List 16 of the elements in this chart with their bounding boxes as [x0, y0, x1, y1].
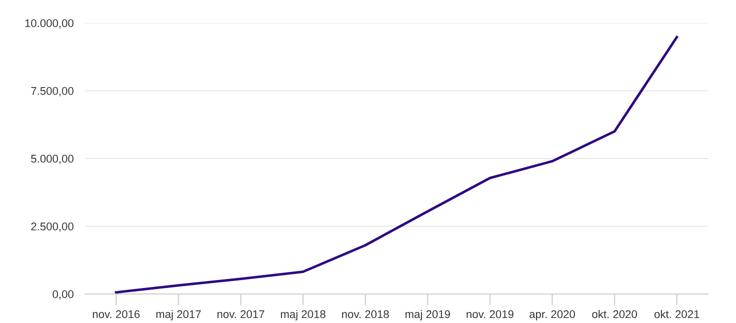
- x-tick-label: nov. 2019: [466, 310, 514, 318]
- y-tick-label: 7.500,00: [31, 87, 74, 96]
- y-tick-label: 10.000,00: [25, 19, 74, 28]
- line-series: [114, 36, 678, 294]
- y-tick-label: 5.000,00: [31, 154, 74, 164]
- x-tick-label: okt. 2021: [654, 310, 700, 318]
- x-tick-label: okt. 2020: [592, 310, 637, 318]
- x-tick-label: nov. 2016: [92, 310, 140, 318]
- x-tick-label: maj 2019: [406, 310, 450, 320]
- y-tick-label: 2.500,00: [31, 222, 74, 232]
- x-tick-label: nov. 2018: [342, 310, 389, 318]
- x-tick-label: maj 2017: [156, 310, 201, 320]
- x-tick-label: nov. 2017: [217, 310, 264, 318]
- x-tick-label: maj 2018: [280, 310, 326, 320]
- y-tick-label: 0,00: [52, 290, 74, 300]
- x-tick-label: apr. 2020: [530, 310, 575, 320]
